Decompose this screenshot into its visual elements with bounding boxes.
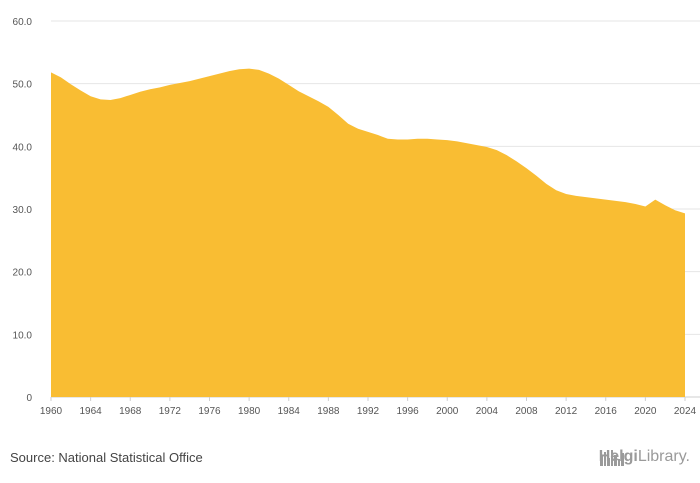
data-point-2000[interactable] bbox=[444, 137, 450, 143]
data-point-1985[interactable] bbox=[296, 88, 302, 94]
x-tick-label: 2008 bbox=[515, 406, 538, 417]
data-point-2008[interactable] bbox=[524, 165, 530, 171]
data-point-1961[interactable] bbox=[58, 74, 64, 80]
data-point-2020[interactable] bbox=[642, 203, 648, 209]
y-tick-label: 40.0 bbox=[13, 142, 33, 153]
data-point-1967[interactable] bbox=[117, 95, 123, 101]
data-point-2003[interactable] bbox=[474, 142, 480, 148]
data-point-1973[interactable] bbox=[177, 80, 183, 86]
data-point-1979[interactable] bbox=[236, 66, 242, 72]
data-point-2004[interactable] bbox=[484, 144, 490, 150]
data-point-1962[interactable] bbox=[68, 81, 74, 87]
y-tick-label: 20.0 bbox=[13, 268, 33, 279]
data-point-2021[interactable] bbox=[652, 197, 658, 203]
data-point-1988[interactable] bbox=[325, 104, 331, 110]
x-tick-label: 2004 bbox=[476, 406, 499, 417]
x-tick-label: 1988 bbox=[317, 406, 340, 417]
data-point-1977[interactable] bbox=[216, 71, 222, 77]
data-point-1984[interactable] bbox=[286, 82, 292, 88]
data-point-1975[interactable] bbox=[197, 76, 203, 82]
y-tick-label: 30.0 bbox=[13, 205, 33, 216]
data-point-1978[interactable] bbox=[226, 68, 232, 74]
data-point-1997[interactable] bbox=[415, 136, 421, 142]
data-point-1960[interactable] bbox=[48, 69, 54, 75]
data-point-1990[interactable] bbox=[345, 121, 351, 127]
data-point-2017[interactable] bbox=[613, 198, 619, 204]
data-point-2018[interactable] bbox=[623, 199, 629, 205]
x-tick-label: 1992 bbox=[357, 406, 380, 417]
x-tick-label: 1984 bbox=[278, 406, 301, 417]
data-point-1983[interactable] bbox=[276, 76, 282, 82]
data-point-1999[interactable] bbox=[434, 136, 440, 142]
brand-name-suffix: Library. bbox=[637, 448, 690, 465]
data-point-2012[interactable] bbox=[563, 191, 569, 197]
data-point-1965[interactable] bbox=[98, 96, 104, 102]
data-point-1986[interactable] bbox=[306, 93, 312, 99]
data-point-2005[interactable] bbox=[494, 147, 500, 153]
data-point-2022[interactable] bbox=[662, 202, 668, 208]
data-point-2015[interactable] bbox=[593, 195, 599, 201]
data-point-1989[interactable] bbox=[335, 112, 341, 118]
x-tick-label: 1964 bbox=[80, 406, 103, 417]
x-tick-label: 2024 bbox=[674, 406, 697, 417]
y-tick-label: 60.0 bbox=[13, 17, 33, 28]
data-point-1995[interactable] bbox=[395, 136, 401, 142]
data-point-1994[interactable] bbox=[385, 136, 391, 142]
x-tick-label: 1980 bbox=[238, 406, 261, 417]
x-tick-label: 1996 bbox=[397, 406, 420, 417]
data-point-2016[interactable] bbox=[603, 197, 609, 203]
data-point-1969[interactable] bbox=[137, 89, 143, 95]
data-point-1993[interactable] bbox=[375, 132, 381, 138]
data-point-1972[interactable] bbox=[167, 82, 173, 88]
x-tick-label: 2000 bbox=[436, 406, 459, 417]
source-note: Source: National Statistical Office bbox=[10, 450, 203, 465]
data-point-1987[interactable] bbox=[315, 98, 321, 104]
data-point-1992[interactable] bbox=[365, 129, 371, 135]
x-tick-label: 2016 bbox=[595, 406, 618, 417]
data-point-1981[interactable] bbox=[256, 67, 262, 73]
x-tick-label: 2020 bbox=[634, 406, 657, 417]
area-series bbox=[51, 68, 685, 397]
y-tick-label: 0 bbox=[26, 393, 32, 404]
y-tick-label: 10.0 bbox=[13, 330, 33, 341]
data-point-2009[interactable] bbox=[533, 173, 539, 179]
data-point-2010[interactable] bbox=[543, 181, 549, 187]
x-tick-label: 1968 bbox=[119, 406, 142, 417]
data-point-2023[interactable] bbox=[672, 207, 678, 213]
data-point-1974[interactable] bbox=[187, 78, 193, 84]
data-point-1982[interactable] bbox=[266, 71, 272, 77]
data-point-1996[interactable] bbox=[405, 136, 411, 142]
data-point-2006[interactable] bbox=[504, 152, 510, 158]
data-point-2019[interactable] bbox=[632, 201, 638, 207]
x-axis-ticks: 1960 1964 1968 1972 1976 1980 1984 1988 1992 1996… bbox=[40, 397, 697, 417]
area-fill bbox=[51, 68, 685, 397]
data-point-2002[interactable] bbox=[464, 140, 470, 146]
data-point-2014[interactable] bbox=[583, 194, 589, 200]
data-point-2007[interactable] bbox=[514, 158, 520, 164]
data-point-1991[interactable] bbox=[355, 126, 361, 132]
x-tick-label: 1976 bbox=[198, 406, 221, 417]
x-tick-label: 1972 bbox=[159, 406, 182, 417]
data-point-2024[interactable] bbox=[682, 210, 688, 216]
x-tick-label: 2012 bbox=[555, 406, 578, 417]
data-point-1963[interactable] bbox=[78, 88, 84, 94]
data-point-1980[interactable] bbox=[246, 66, 252, 72]
data-point-1968[interactable] bbox=[127, 92, 133, 98]
data-point-1970[interactable] bbox=[147, 86, 153, 92]
x-tick-label: 1960 bbox=[40, 406, 63, 417]
data-point-1976[interactable] bbox=[207, 73, 213, 79]
data-point-2001[interactable] bbox=[454, 138, 460, 144]
data-point-1998[interactable] bbox=[424, 136, 430, 142]
y-axis-ticks: 0 10.0 20.0 30.0 40.0 50.0 60.0 bbox=[13, 17, 33, 404]
city-skyline-icon bbox=[599, 450, 624, 466]
data-point-1966[interactable] bbox=[107, 97, 113, 103]
brand-logo[interactable]: HelgiLibrary. bbox=[599, 448, 690, 466]
data-point-2013[interactable] bbox=[573, 193, 579, 199]
data-point-1964[interactable] bbox=[88, 93, 94, 99]
data-point-2011[interactable] bbox=[553, 187, 559, 193]
y-tick-label: 50.0 bbox=[13, 80, 33, 91]
area-chart: 010.020.030.040.050.060.0 1960 1964 1968 19… bbox=[13, 17, 700, 417]
data-point-1971[interactable] bbox=[157, 84, 163, 90]
